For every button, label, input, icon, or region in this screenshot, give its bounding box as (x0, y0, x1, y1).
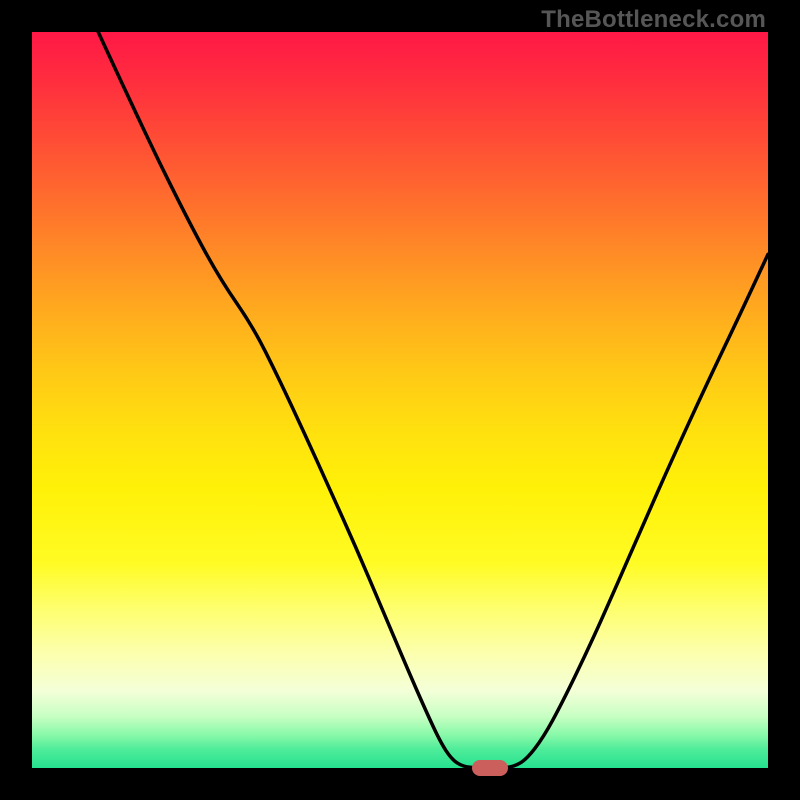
bottleneck-marker (472, 760, 508, 776)
watermark-text: TheBottleneck.com (541, 6, 766, 34)
chart-frame: TheBottleneck.com (0, 0, 800, 800)
plot-area (32, 32, 768, 768)
